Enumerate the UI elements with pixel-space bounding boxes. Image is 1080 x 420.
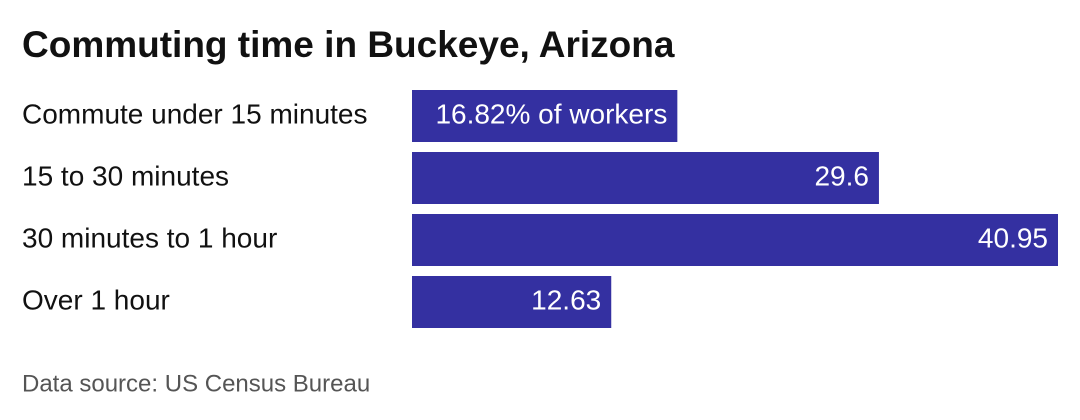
category-label: 15 to 30 minutes <box>22 160 229 191</box>
bar <box>412 90 678 142</box>
category-label: Over 1 hour <box>22 284 170 315</box>
value-label: 16.82% of workers <box>435 98 667 129</box>
bar <box>412 214 1058 266</box>
bar <box>412 152 879 204</box>
value-label: 12.63 <box>531 284 601 315</box>
value-label: 29.6 <box>814 160 869 191</box>
chart-title: Commuting time in Buckeye, Arizona <box>22 24 675 65</box>
bar <box>412 276 612 328</box>
value-label: 40.95 <box>978 222 1048 253</box>
category-label: Commute under 15 minutes <box>22 98 368 129</box>
source-note: Data source: US Census Bureau <box>22 370 370 397</box>
category-label: 30 minutes to 1 hour <box>22 222 277 253</box>
